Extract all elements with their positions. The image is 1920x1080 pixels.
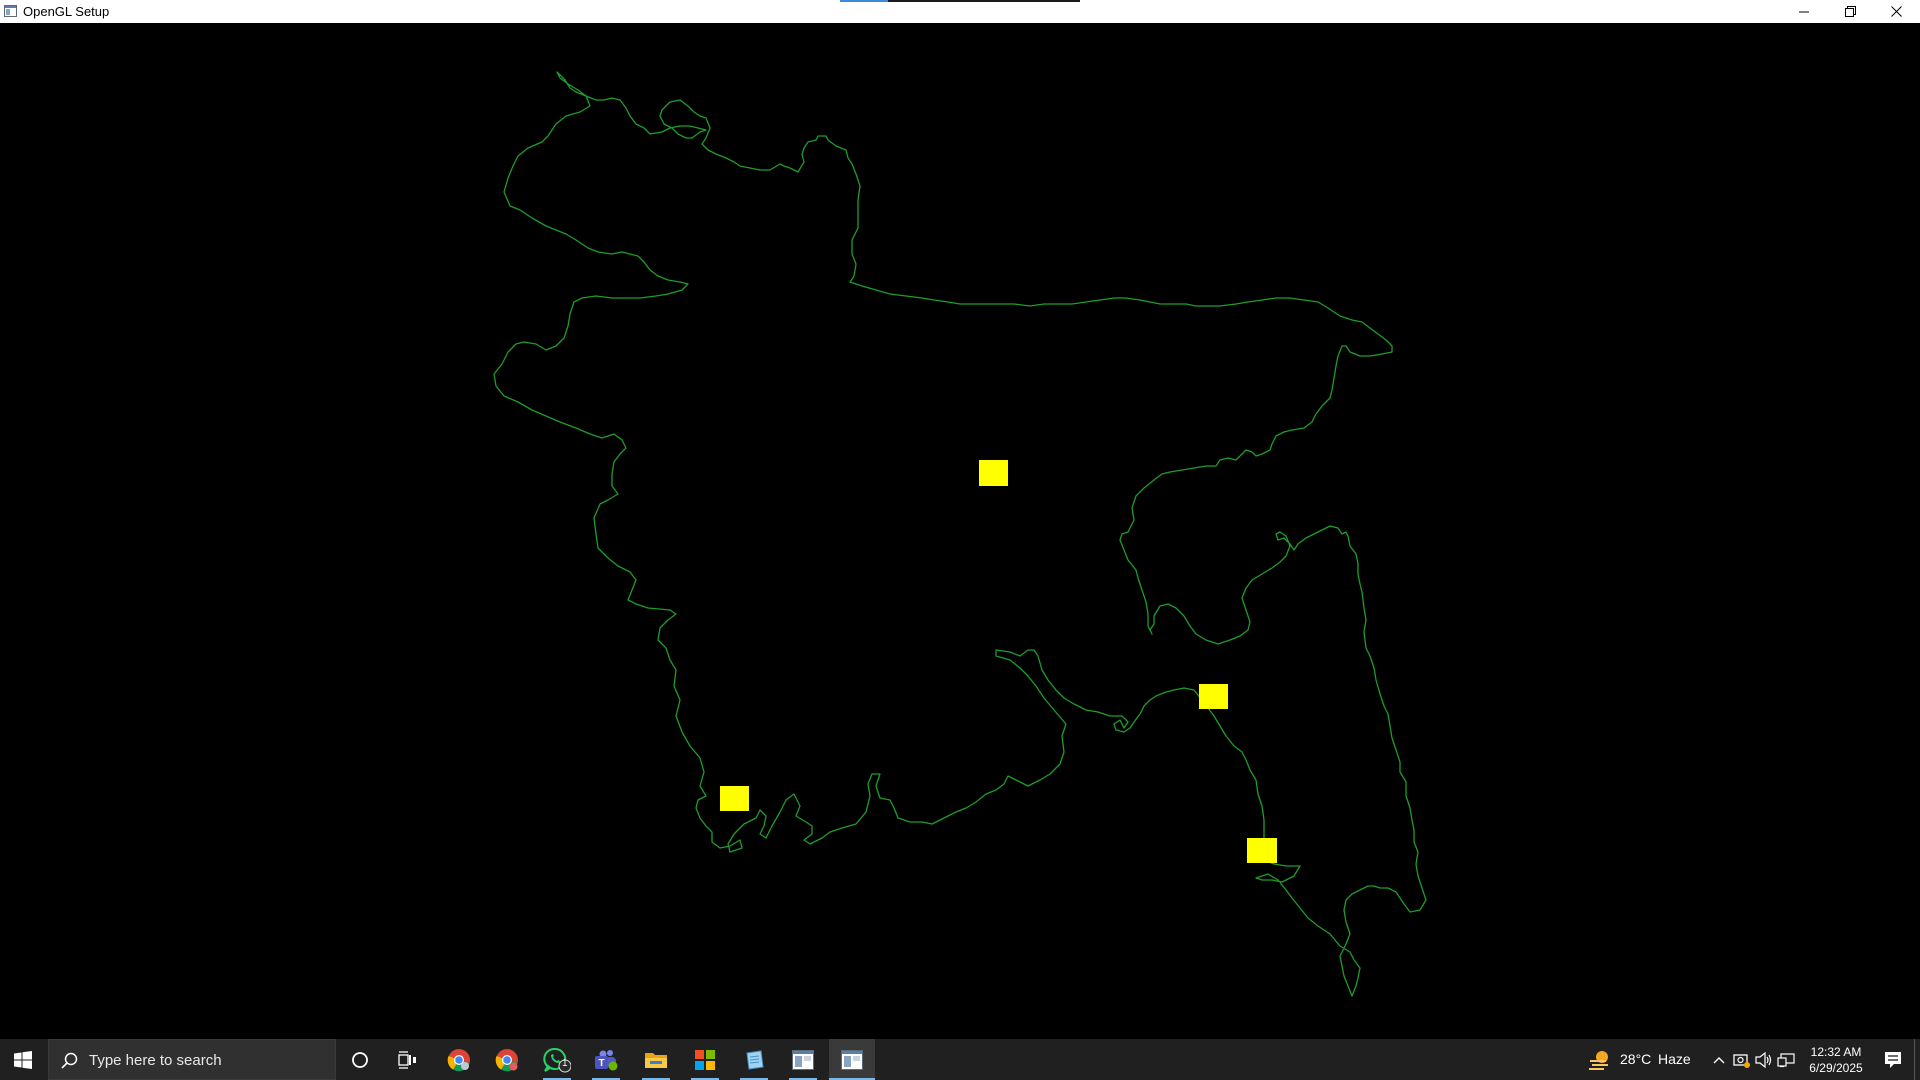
restore-icon — [1844, 6, 1856, 17]
show-desktop-button[interactable] — [1914, 1039, 1920, 1080]
weather-widget[interactable]: 28°C Haze — [1582, 1039, 1694, 1080]
bangladesh-map-outline — [493, 71, 1427, 997]
window-title: OpenGL Setup — [23, 4, 110, 19]
file-explorer-icon — [645, 1052, 667, 1068]
city-marker-khulna — [720, 786, 749, 811]
opengl-window: OpenGL Setup — [0, 0, 1920, 1039]
tray-network[interactable] — [1775, 1039, 1797, 1080]
search-placeholder: Type here to search — [89, 1052, 222, 1069]
meet-now-icon — [1733, 1053, 1750, 1068]
cortana-button[interactable] — [340, 1039, 380, 1080]
active-indicator — [543, 1078, 571, 1080]
app-window-icon — [4, 5, 17, 17]
tray-volume[interactable] — [1753, 1039, 1775, 1080]
taskbar-teams[interactable]: T — [584, 1039, 628, 1080]
city-marker-coxs-bazar — [1247, 838, 1277, 863]
taskbar-opengl-setup-window[interactable] — [829, 1039, 875, 1080]
start-button[interactable] — [0, 1039, 46, 1080]
clock-date: 6/29/2025 — [1809, 1060, 1863, 1075]
taskbar-notepad-app[interactable] — [732, 1039, 776, 1080]
chrome-profile-icon — [495, 1048, 518, 1071]
notepad-app-icon — [746, 1049, 764, 1070]
notification-icon — [1885, 1051, 1901, 1068]
weather-condition: Haze — [1658, 1051, 1691, 1067]
opengl-setup-window-icon — [841, 1049, 863, 1070]
taskbar-chrome-profile[interactable] — [486, 1039, 528, 1080]
svg-text:T: T — [598, 1058, 604, 1069]
cortana-icon — [352, 1051, 368, 1068]
taskbar-file-explorer[interactable] — [634, 1039, 678, 1080]
tray-meet-now[interactable] — [1731, 1039, 1753, 1080]
taskbar-microsoft-store[interactable] — [683, 1039, 727, 1080]
task-view-button[interactable] — [388, 1039, 428, 1080]
restore-button[interactable] — [1827, 0, 1873, 23]
minimize-icon — [1799, 11, 1809, 12]
taskbar-search-box[interactable]: Type here to search — [48, 1039, 336, 1080]
chrome-icon — [447, 1048, 470, 1071]
active-indicator — [642, 1078, 670, 1080]
weather-temperature: 28°C — [1620, 1051, 1652, 1067]
close-button[interactable] — [1873, 0, 1919, 23]
active-indicator — [592, 1078, 620, 1080]
clock-time: 12:32 AM — [1810, 1044, 1862, 1059]
opengl-canvas[interactable] — [0, 23, 1920, 1039]
search-icon — [61, 1052, 78, 1069]
windows-logo-icon — [14, 1050, 32, 1069]
active-indicator — [691, 1078, 719, 1080]
taskbar-chrome[interactable] — [438, 1039, 480, 1080]
whatsapp-icon — [543, 1047, 571, 1072]
microsoft-store-icon — [695, 1049, 715, 1070]
network-icon — [1777, 1052, 1795, 1067]
show-hidden-icons-button[interactable] — [1708, 1039, 1730, 1080]
clock[interactable]: 12:32 AM 6/29/2025 — [1800, 1039, 1872, 1080]
task-view-icon — [398, 1050, 416, 1069]
city-marker-dhaka — [979, 460, 1008, 486]
taskbar: Type here to search — [0, 1039, 1920, 1080]
close-icon — [1890, 6, 1902, 17]
taskbar-whatsapp[interactable]: 1 — [535, 1039, 579, 1080]
speaker-icon — [1755, 1051, 1772, 1068]
title-focus-indicator — [840, 0, 888, 2]
whatsapp-badge: 1 — [562, 1058, 568, 1069]
notification-center-button[interactable] — [1874, 1039, 1912, 1080]
chevron-up-icon — [1713, 1056, 1725, 1063]
title-focus-indicator-dark — [888, 0, 1080, 2]
active-indicator — [829, 1078, 875, 1080]
title-bar[interactable]: OpenGL Setup — [0, 0, 1920, 23]
haze-weather-icon — [1589, 1051, 1608, 1070]
teams-icon: T — [595, 1049, 618, 1070]
active-indicator — [789, 1078, 817, 1080]
taskbar-opengl-app[interactable] — [781, 1039, 825, 1080]
city-marker-chittagong — [1199, 684, 1228, 709]
minimize-button[interactable] — [1781, 0, 1827, 23]
active-indicator — [740, 1078, 768, 1080]
opengl-app-icon — [792, 1049, 814, 1070]
